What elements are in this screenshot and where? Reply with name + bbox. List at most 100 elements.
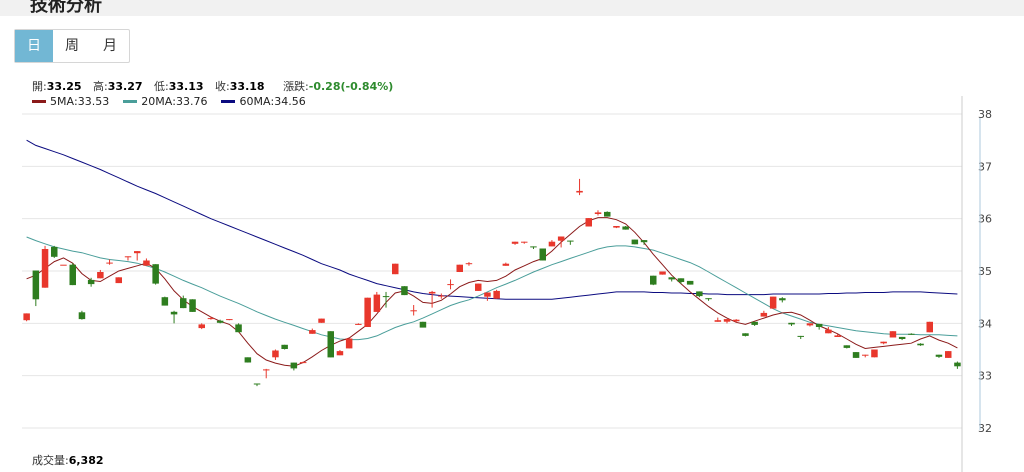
volume-info: 成交量:6,382 [32,452,104,468]
candle-body [23,313,30,321]
candle-body [401,286,408,296]
legend-ma5[interactable]: 5MA:33.53 [32,95,109,108]
y-tick-label: 36 [978,213,992,226]
candle-body [659,271,666,275]
candle-body [336,351,344,356]
candle-body [852,352,860,358]
candle-body [751,321,758,325]
close-value: 33.18 [229,80,265,93]
candle-body [622,226,629,230]
candle-body [327,331,334,358]
candle-body [373,294,381,312]
y-tick-label: 37 [978,160,992,173]
period-tabs: 日 周 月 [14,29,130,63]
legend-ma60[interactable]: 60MA:34.56 [221,95,306,108]
candle-body [705,298,712,300]
top-bar: 技術分析 [0,0,1024,16]
candle-body [493,290,500,299]
candle-body [742,333,749,336]
candle-body [345,338,353,349]
ma5-value: 33.53 [77,95,110,108]
candle-body [465,263,473,265]
legend-ma20[interactable]: 20MA:33.76 [123,95,207,108]
candle-body [263,369,270,371]
tab-day[interactable]: 日 [15,30,53,62]
candle-body [115,277,122,284]
candle-body [244,357,252,363]
candle-body [733,319,740,322]
candle-body [889,331,897,338]
candle-body [456,264,463,272]
candle-body [51,246,58,257]
candle-body [760,312,768,317]
candle-body [557,236,565,241]
candle-body [815,323,823,327]
y-tick-label: 35 [978,265,992,278]
change-value: -0.28(-0.84%) [308,80,394,93]
high-value: 33.27 [107,80,143,93]
candle-body [530,246,537,248]
candle-body [797,335,804,337]
close-label: 收: [215,80,230,93]
candle-body [511,241,519,244]
candle-body [207,318,215,320]
candle-body [87,279,95,285]
candle-body [438,295,445,297]
candle-body [650,275,657,285]
candle-body [97,272,104,279]
y-tick-label: 34 [978,317,992,330]
page-title: 技術分析 [30,0,102,16]
ma5-swatch [32,100,46,103]
candle-body [189,299,196,312]
candle-body [428,291,436,294]
candle-body [299,362,307,364]
y-tick-label: 33 [978,370,992,383]
candle-body [106,262,113,264]
low-value: 33.13 [168,80,204,93]
tab-week[interactable]: 周 [65,38,79,54]
candle-body [677,278,685,282]
candle-body [723,319,731,322]
candle-body [253,383,261,385]
candle-body [32,270,40,300]
candle-body [825,329,832,334]
ma60-value: 34.56 [274,95,306,108]
candle-body [226,319,233,321]
candle-body [539,248,546,261]
candle-body [880,341,887,344]
candle-body [272,350,279,358]
candle-body [640,240,648,243]
ma20-line [26,236,958,341]
candle-body [475,283,482,291]
candle-body [318,318,325,323]
candle-body [769,296,777,309]
candle-body [843,345,851,348]
candle-body [696,291,703,297]
tab-month[interactable]: 月 [103,38,117,54]
candle-body [714,320,722,322]
ma5-name: 5MA [50,95,75,108]
candle-body [41,249,49,288]
candle-body [779,298,786,301]
candle-body [935,354,943,357]
candle-body [954,362,961,367]
candle-body [576,190,583,193]
candle-body [604,211,611,217]
candle-body [170,311,178,315]
y-tick-label: 38 [978,108,992,121]
candle-body [862,354,869,356]
candle-body [290,362,298,369]
candle-body [392,263,399,275]
candle-body [410,310,417,312]
volume-label: 成交量: [32,454,69,467]
candle-body [788,322,795,325]
open-label: 開: [32,80,47,93]
candle-body [898,336,906,339]
candle-body [235,324,242,333]
high-label: 高: [93,80,108,93]
candle-body [567,240,574,242]
candle-body [180,298,187,309]
candle-body [917,343,924,346]
candle-body [198,324,205,329]
